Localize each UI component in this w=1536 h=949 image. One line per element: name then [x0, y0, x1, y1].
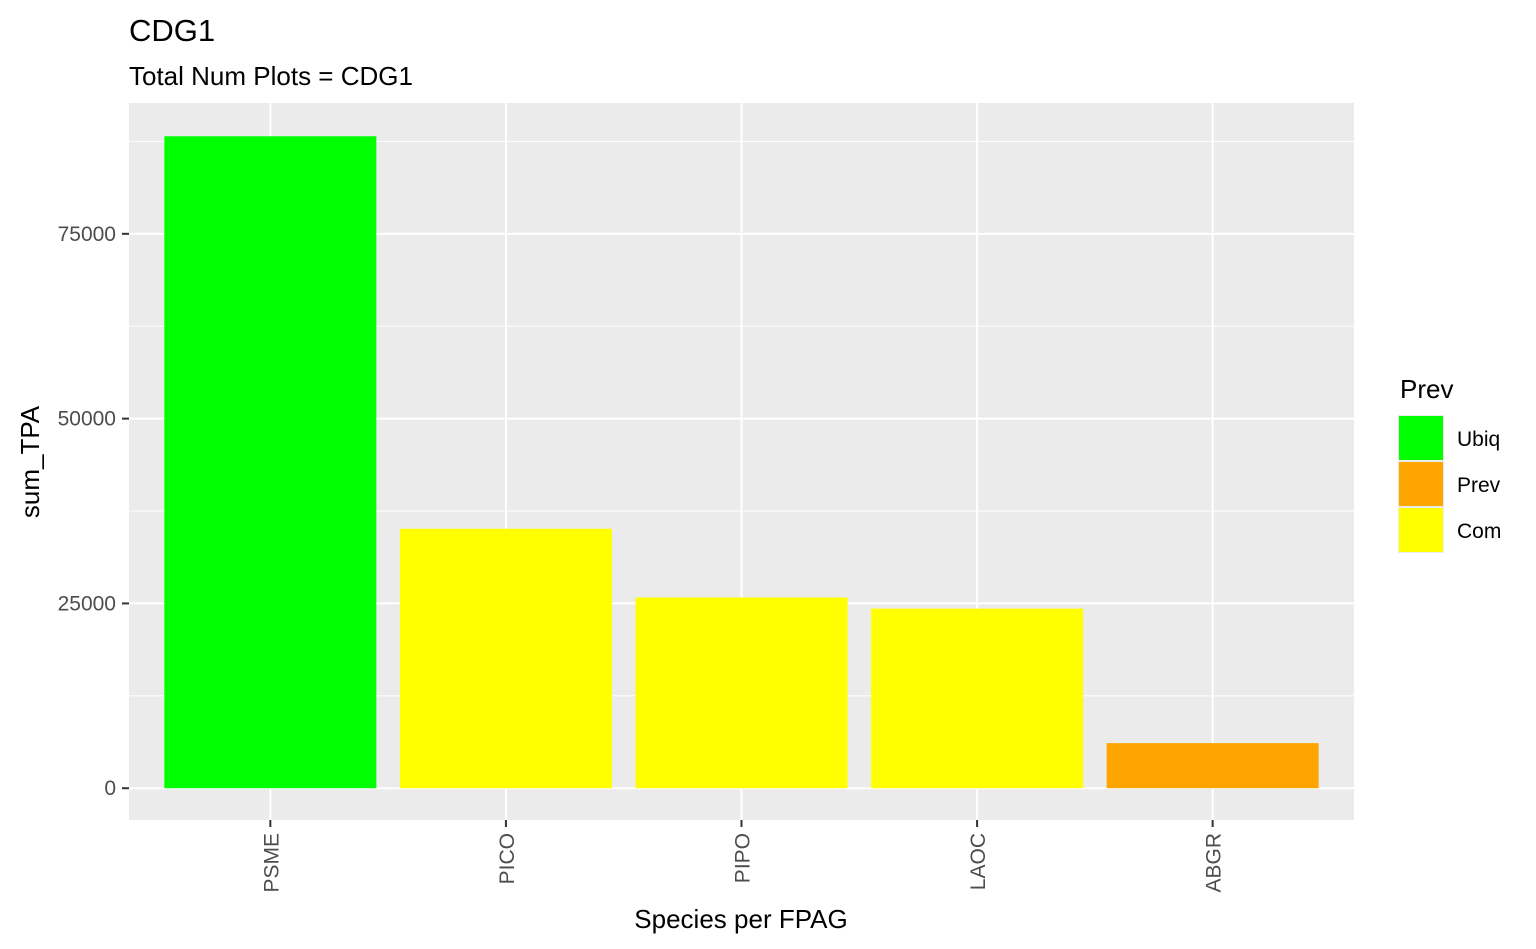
x-tick-label: LAOC [967, 833, 990, 890]
y-tick-label: 50000 [58, 408, 116, 431]
y-axis: 0 25000 50000 75000 [58, 223, 129, 800]
x-tick-label: PSME [260, 833, 283, 893]
bar-laoc [871, 608, 1084, 789]
legend: Prev Ubiq Prev Com [1398, 374, 1501, 553]
legend-key-swatch [1399, 508, 1443, 552]
legend-label: Ubiq [1457, 428, 1500, 451]
legend-key-swatch [1399, 462, 1443, 506]
x-tick-label: ABGR [1203, 833, 1226, 893]
x-tick-label: PIPO [732, 833, 755, 883]
legend-label: Com [1457, 520, 1501, 543]
y-tick-label: 25000 [58, 592, 116, 615]
legend-title: Prev [1400, 374, 1453, 404]
y-axis-title: sum_TPA [15, 405, 45, 518]
x-axis: PSME PICO PIPO LAOC ABGR [260, 820, 1226, 893]
bar-psme [164, 136, 377, 789]
chart-title: CDG1 [129, 13, 215, 48]
bar-pipo [635, 597, 848, 789]
x-axis-title: Species per FPAG [634, 904, 847, 934]
bar-abgr [1106, 743, 1319, 789]
legend-key-swatch [1399, 416, 1443, 460]
x-tick-label: PICO [496, 833, 519, 884]
bar-pico [399, 528, 612, 789]
y-tick-label: 75000 [58, 223, 116, 246]
chart-subtitle: Total Num Plots = CDG1 [129, 61, 413, 91]
plot-panel [129, 103, 1354, 820]
legend-label: Prev [1457, 474, 1501, 497]
y-tick-label: 0 [104, 777, 116, 800]
